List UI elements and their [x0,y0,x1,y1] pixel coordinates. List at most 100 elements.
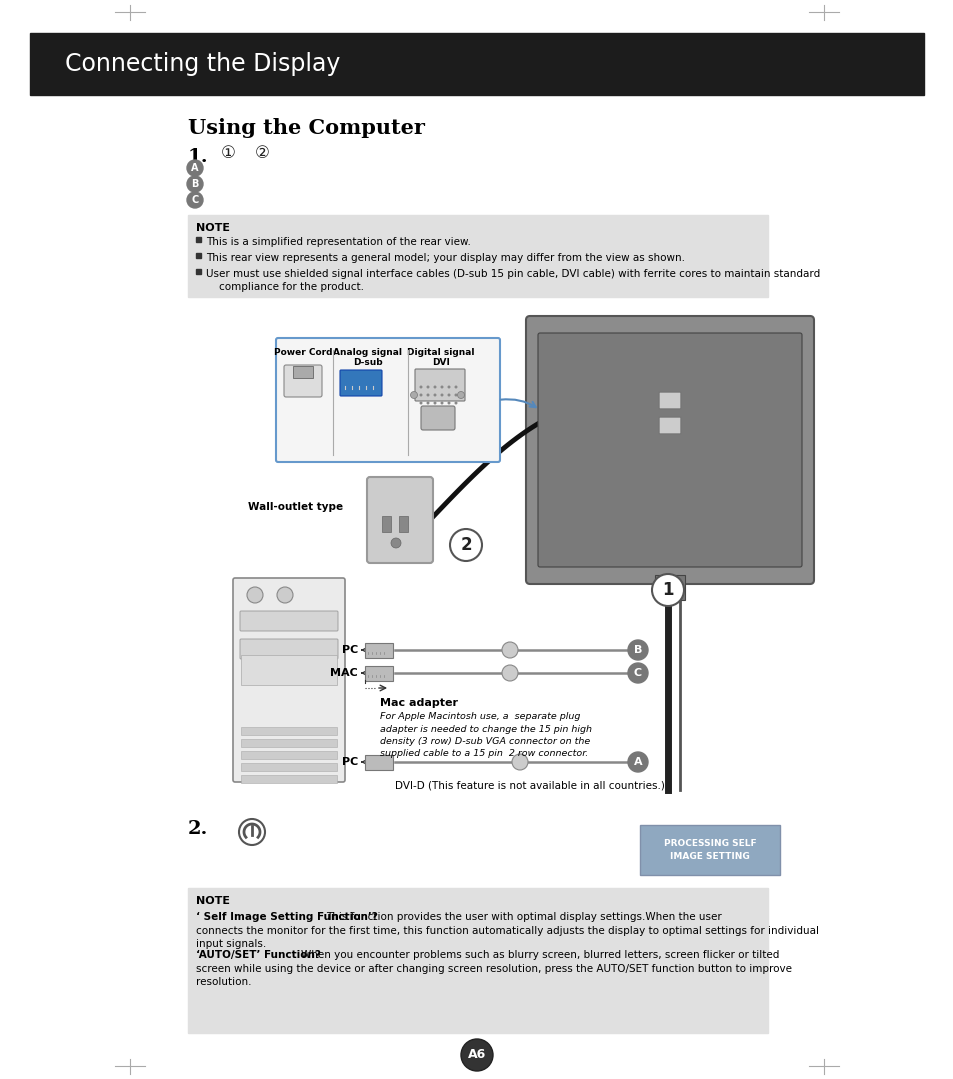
Text: Using the Computer: Using the Computer [188,118,424,138]
Circle shape [391,538,400,548]
FancyBboxPatch shape [659,416,680,434]
Bar [188,888,767,1033]
Circle shape [419,401,422,405]
Bar [241,763,336,771]
FancyBboxPatch shape [525,316,813,584]
Circle shape [410,392,417,398]
Text: When you encounter problems such as blurry screen, blurred letters, screen flick: When you encounter problems such as blur… [301,950,779,960]
FancyBboxPatch shape [659,392,680,409]
Text: MAC: MAC [330,668,357,678]
Text: input signals.: input signals. [195,939,266,950]
FancyBboxPatch shape [284,365,322,397]
Text: C: C [634,668,641,678]
Circle shape [187,192,203,208]
Circle shape [454,401,457,405]
Text: ‘AUTO/SET’ Function?: ‘AUTO/SET’ Function? [195,950,320,960]
Text: Analog signal
D-sub: Analog signal D-sub [334,349,402,368]
Text: For Apple Macintosh use, a  separate plug
adapter is needed to change the 15 pin: For Apple Macintosh use, a separate plug… [379,712,592,759]
Text: screen while using the device or after changing screen resolution, press the AUT: screen while using the device or after c… [195,964,791,974]
Circle shape [454,385,457,388]
FancyBboxPatch shape [367,477,433,563]
Text: B: B [633,645,641,655]
Circle shape [433,385,436,388]
Text: A: A [191,163,198,173]
Bar [655,575,684,600]
FancyBboxPatch shape [420,406,455,431]
Circle shape [460,1039,493,1071]
Text: This is a simplified representation of the rear view.: This is a simplified representation of t… [206,237,471,247]
Text: 2.: 2. [188,820,208,838]
Circle shape [440,385,443,388]
FancyBboxPatch shape [275,338,499,462]
Text: PC: PC [341,757,357,767]
Circle shape [627,663,647,683]
Circle shape [187,176,203,192]
FancyBboxPatch shape [240,611,337,631]
Text: NOTE: NOTE [195,223,230,233]
Circle shape [426,385,429,388]
Bar [195,252,201,258]
Circle shape [426,401,429,405]
Text: Wall-outlet type: Wall-outlet type [248,502,343,513]
Text: A6: A6 [467,1049,486,1062]
Bar [293,366,313,378]
Text: PC: PC [341,645,357,655]
Bar [365,755,393,770]
Text: Connecting the Display: Connecting the Display [65,52,340,76]
Text: User must use shielded signal interface cables (D-sub 15 pin cable, DVI cable) w: User must use shielded signal interface … [206,269,820,292]
Bar [381,516,391,532]
Bar [30,33,923,95]
FancyBboxPatch shape [339,370,381,396]
Bar [241,739,336,747]
Circle shape [247,587,263,603]
Text: 1: 1 [661,581,673,599]
Bar [241,727,336,735]
FancyBboxPatch shape [233,578,345,782]
Circle shape [454,394,457,396]
Text: 2: 2 [459,536,472,554]
Text: Digital signal
DVI: Digital signal DVI [407,349,475,368]
Text: B: B [192,179,198,189]
Circle shape [447,385,450,388]
Circle shape [276,587,293,603]
Text: connects the monitor for the first time, this function automatically adjusts the: connects the monitor for the first time,… [195,926,818,935]
FancyBboxPatch shape [415,369,464,401]
Bar [365,666,393,681]
Bar [188,215,767,297]
Text: DVI-D (This feature is not available in all countries.): DVI-D (This feature is not available in … [395,780,664,790]
Bar [241,655,336,685]
Bar [241,775,336,783]
Circle shape [447,401,450,405]
Circle shape [457,392,464,398]
Text: ②: ② [254,144,269,162]
Text: Power Cord: Power Cord [274,349,332,357]
Text: A: A [633,757,641,767]
Circle shape [433,401,436,405]
Circle shape [447,394,450,396]
FancyBboxPatch shape [240,639,337,659]
Text: ‘ Self Image Setting Function’?: ‘ Self Image Setting Function’? [195,912,377,921]
Circle shape [440,401,443,405]
FancyBboxPatch shape [537,333,801,566]
Text: PROCESSING SELF
IMAGE SETTING: PROCESSING SELF IMAGE SETTING [663,838,756,861]
Text: NOTE: NOTE [195,896,230,906]
Text: Mac adapter: Mac adapter [379,698,457,708]
Circle shape [651,574,683,606]
Circle shape [512,754,527,770]
Circle shape [627,752,647,771]
Bar [195,237,201,242]
Text: resolution.: resolution. [195,976,252,987]
Circle shape [501,642,517,658]
Circle shape [187,160,203,176]
Bar [639,825,780,875]
Circle shape [501,665,517,681]
Text: This rear view represents a general model; your display may differ from the view: This rear view represents a general mode… [206,252,684,263]
Circle shape [426,394,429,396]
Circle shape [419,394,422,396]
Circle shape [627,640,647,660]
Text: ①: ① [220,144,235,162]
Circle shape [419,385,422,388]
Bar [241,751,336,759]
Circle shape [239,819,265,845]
Bar [365,643,393,658]
